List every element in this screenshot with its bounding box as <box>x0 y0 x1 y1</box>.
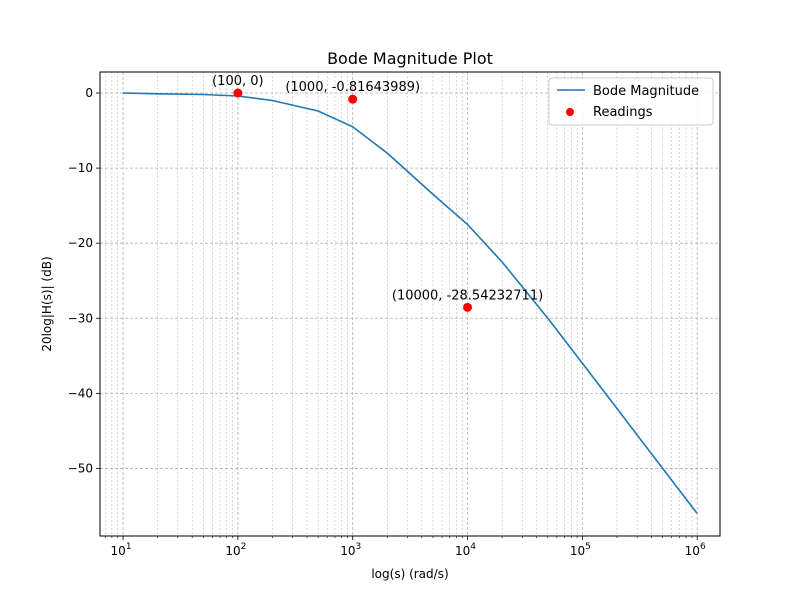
x-tick-label: 101 <box>111 542 132 558</box>
x-tick-label: 105 <box>570 542 591 558</box>
x-tick-label: 106 <box>685 542 706 558</box>
reading-point <box>348 94 358 104</box>
y-tick-label: −30 <box>68 311 93 325</box>
y-tick-label: −10 <box>68 161 93 175</box>
series-line-bode-magnitude <box>122 92 698 514</box>
y-axis-label: 20log|H(s)| (dB) <box>40 256 54 351</box>
legend: Bode Magnitude Readings <box>548 77 714 126</box>
point-annotation: (100, 0) <box>212 74 264 89</box>
x-tick-label: 103 <box>340 542 361 558</box>
legend-entry-readings: Readings <box>593 105 653 120</box>
tick-layer: 101 102 103 104 105 106 0 −10 −20 −30 −40 −50 <box>68 86 706 558</box>
x-axis-label: log(s) (rad/s) <box>371 567 448 581</box>
y-tick-label: −50 <box>68 461 93 475</box>
y-tick-label: −20 <box>68 236 93 250</box>
x-tick-label: 102 <box>225 542 246 558</box>
legend-marker-swatch <box>566 108 574 116</box>
chart-title: Bode Magnitude Plot <box>327 49 493 68</box>
y-tick-label: −40 <box>68 386 93 400</box>
reading-point <box>463 302 473 312</box>
annotation-layer: (100, 0) (1000, -0.81643989) (10000, -28.5… <box>212 74 543 303</box>
x-tick-label: 104 <box>455 542 476 558</box>
y-tick-label: 0 <box>85 86 93 100</box>
series-layer <box>122 88 698 514</box>
legend-entry-bode-magnitude: Bode Magnitude <box>593 84 699 99</box>
point-annotation: (10000, -28.54232711) <box>392 288 543 303</box>
plot-frame <box>99 71 721 537</box>
point-annotation: (1000, -0.81643989) <box>285 80 420 95</box>
reading-point <box>233 88 243 98</box>
legend-box <box>548 77 714 126</box>
